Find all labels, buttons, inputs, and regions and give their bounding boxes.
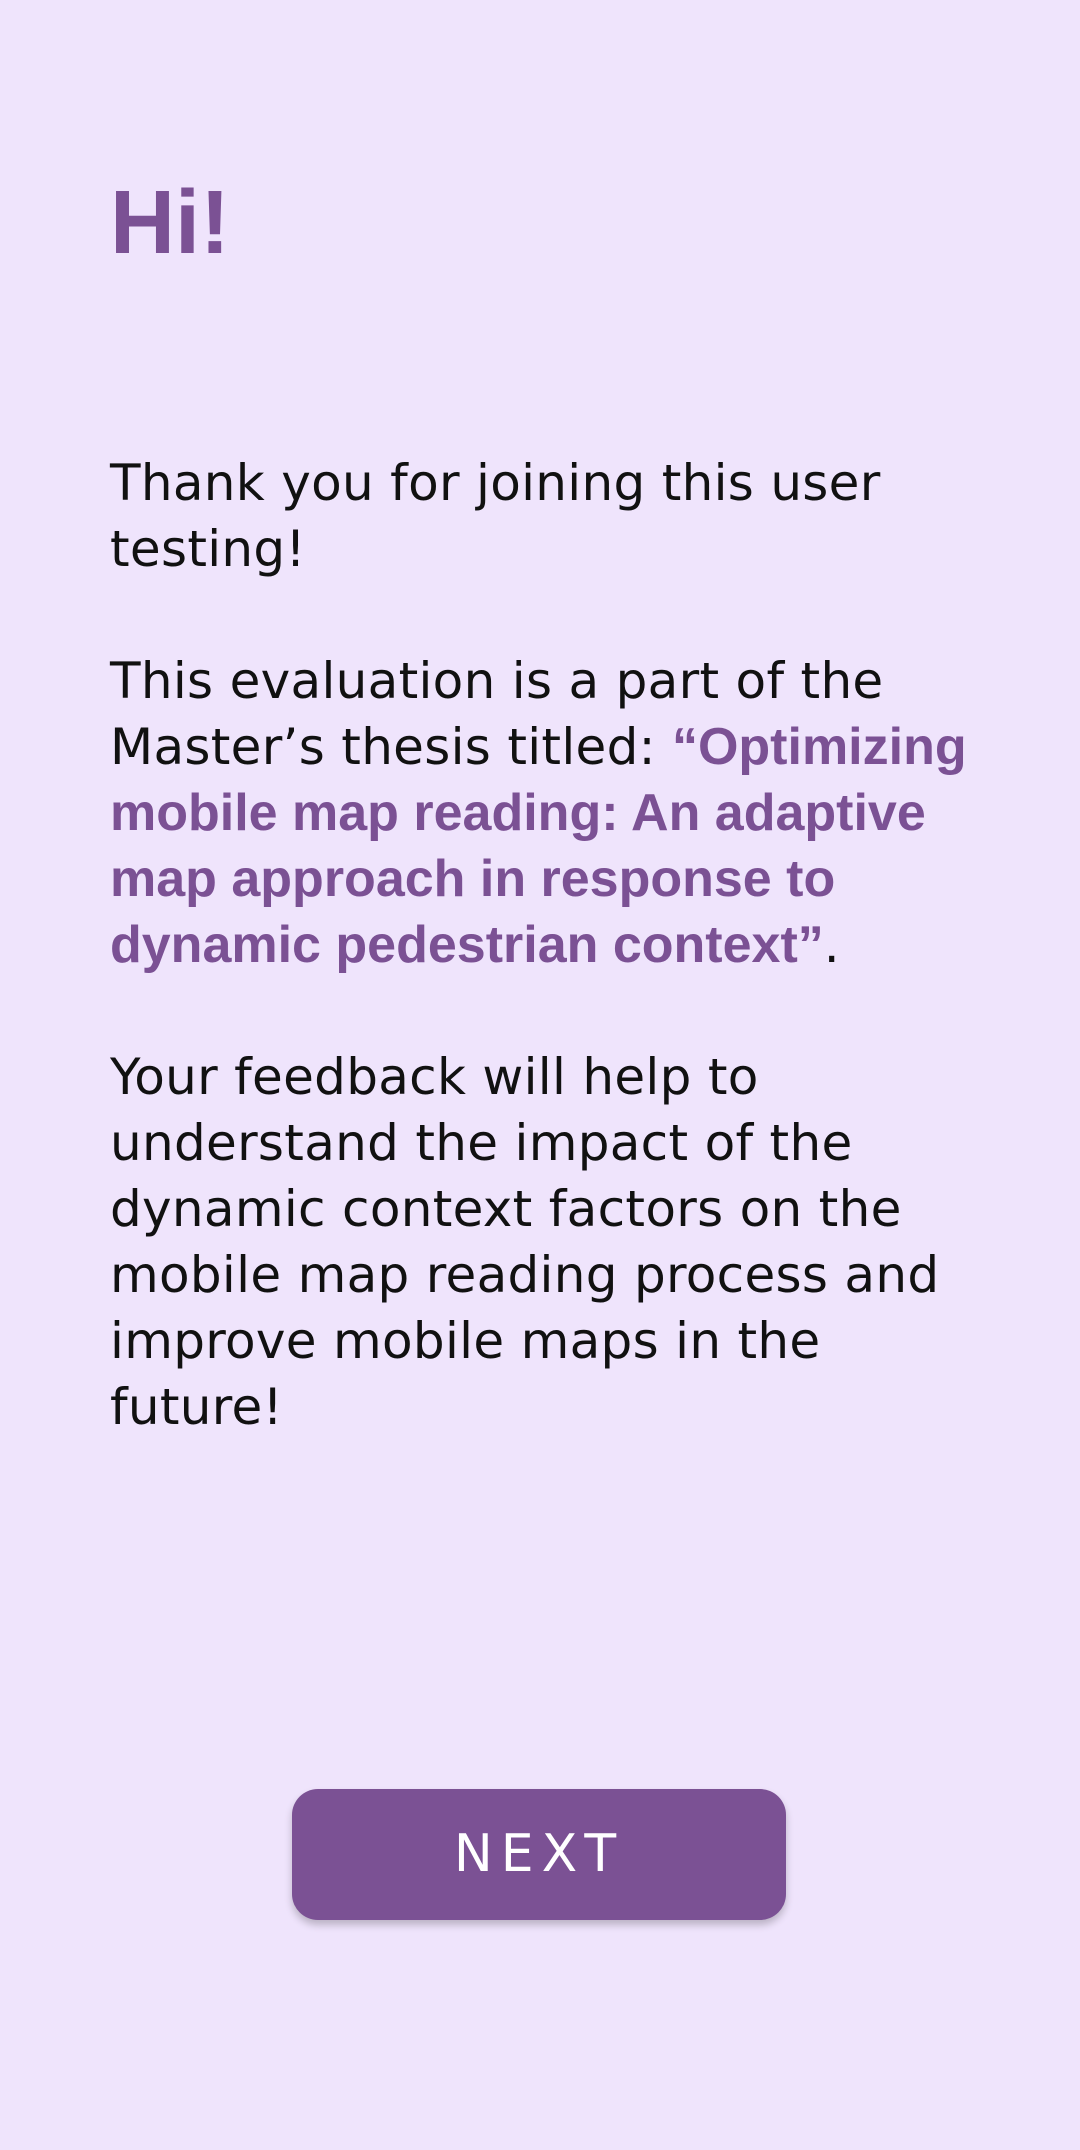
page-title: Hi!	[110, 173, 230, 273]
paragraph-spacer	[110, 978, 990, 1044]
welcome-body: Thank you for joining this user testing!…	[110, 450, 990, 1440]
next-button[interactable]: NEXT	[292, 1789, 786, 1920]
thesis-title: “Optimizing mobile map reading: An adapt…	[110, 718, 967, 974]
thesis-prefix-text: This evaluation is a part of the Master’…	[110, 652, 884, 776]
feedback-text: Your feedback will help to understand th…	[110, 1048, 940, 1436]
thesis-suffix-text: .	[823, 916, 840, 974]
thesis-paragraph: This evaluation is a part of the Master’…	[110, 648, 990, 978]
intro-text: Thank you for joining this user testing!	[110, 454, 881, 578]
paragraph-spacer	[110, 582, 990, 648]
